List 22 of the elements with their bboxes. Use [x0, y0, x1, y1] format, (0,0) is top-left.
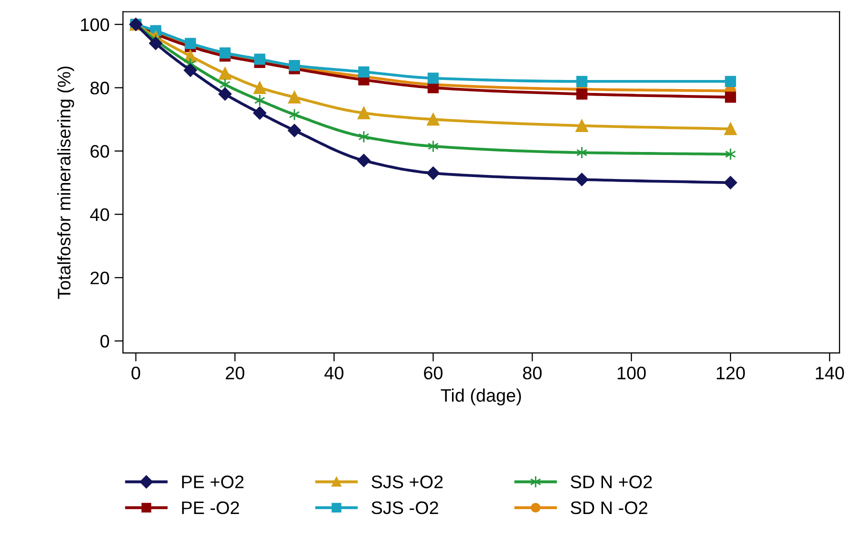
y-tick-label: 80: [90, 82, 110, 94]
y-axis-title: Totalfosfor mineralisering (%): [57, 66, 74, 299]
y-tick-label: 100: [81, 18, 110, 32]
x-tick-label: 60: [424, 366, 443, 380]
legend-label: SJS -O2: [372, 501, 438, 514]
x-tick-label: 140: [816, 366, 844, 380]
x-tick-label: 20: [226, 366, 244, 380]
legend-label: PE +O2: [182, 476, 244, 488]
x-tick-label: 40: [324, 366, 344, 380]
x-tick-label: 120: [716, 366, 745, 380]
y-tick-label: 60: [90, 144, 110, 158]
legend-label: SD N +O2: [570, 476, 652, 488]
x-tick-label: 80: [523, 366, 542, 380]
y-tick-label: 20: [90, 272, 110, 284]
x-tick-label: 100: [618, 366, 646, 380]
legend-label: SD N -O2: [570, 501, 648, 514]
legend-label: SJS +O2: [372, 476, 443, 488]
x-axis-title: Tid (dage): [440, 388, 521, 406]
x-tick-label: 0: [132, 366, 140, 380]
legend-label: PE -O2: [182, 501, 239, 514]
y-tick-label: 0: [100, 334, 110, 348]
y-tick-label: 40: [90, 208, 110, 222]
